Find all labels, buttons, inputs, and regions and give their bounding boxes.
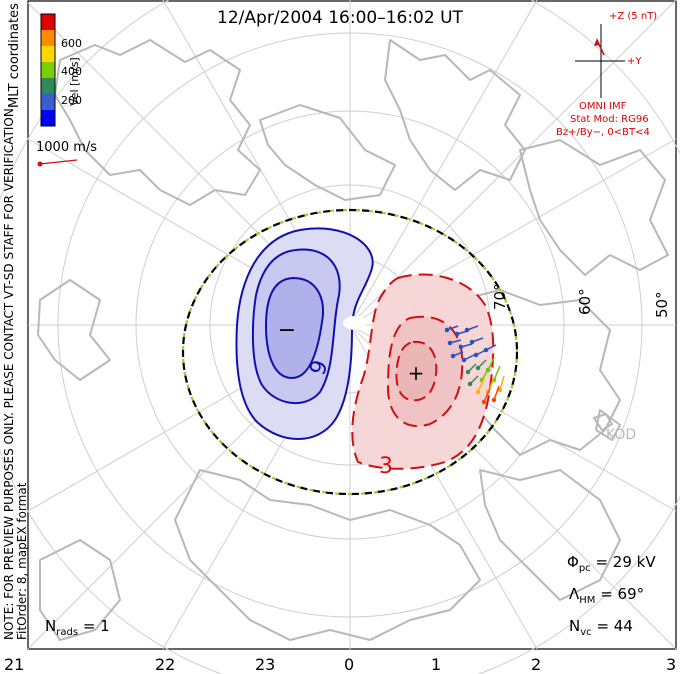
cross-polar-potential: Φpc = 29 kV [567, 553, 656, 574]
velocity-scale-label: 1000 m/s [36, 140, 98, 155]
lat-label-70: 70° [491, 283, 509, 310]
imf-clock-dial [575, 24, 625, 98]
coastlines [37, 39, 669, 641]
neg-potential-marker: − [278, 318, 296, 343]
colorbar-tick-400: 400 [61, 65, 82, 78]
imf-y-label: +Y [627, 56, 642, 67]
lat-label-60: 60° [576, 288, 594, 315]
imf-source: OMNI IMF [579, 101, 627, 112]
coords-label: MLT coordinates [7, 3, 22, 108]
imf-z-label: +Z (5 nT) [609, 11, 658, 22]
colorbar-tick-600: 600 [61, 37, 82, 50]
velocity-vectors [444, 325, 505, 405]
map-title: 12/Apr/2004 16:00–16:02 UT [217, 8, 463, 28]
mlt-label-23: 23 [255, 655, 276, 674]
pole-gap [343, 316, 367, 330]
fit-order-note: FitOrder: 8, mapEX format [15, 482, 29, 640]
pos-contour-inner [395, 340, 438, 402]
hm-boundary-dash [181, 208, 519, 496]
kod-station-marker [592, 412, 614, 432]
radar-count: Nrads = 1 [45, 617, 110, 638]
pos-potential-marker: + [408, 361, 425, 385]
vector-count: Nvc = 44 [569, 617, 633, 638]
mlt-label-22: 22 [155, 655, 176, 674]
velocity-colorbar [40, 13, 56, 127]
site-label-kod: KOD [606, 427, 637, 443]
mlt-label-1: 1 [431, 655, 442, 674]
pos-contour-label: 3 [379, 454, 393, 479]
mlt-label-3: 3 [666, 655, 677, 674]
mlt-label-0: 0 [344, 655, 355, 674]
colorbar-tick-200: 200 [61, 94, 82, 107]
negative-potential-cell [235, 227, 374, 440]
lat-label-50: 50° [653, 291, 671, 318]
preview-note: NOTE: FOR PREVIEW PURPOSES ONLY. PLEASE … [2, 104, 16, 640]
velocity-scale-arrow [37, 159, 78, 167]
hm-boundary-latitude: ΛHM = 69° [569, 585, 645, 606]
imf-stat-model: Stat Mod: RG96 [570, 114, 649, 125]
mlt-label-2: 2 [531, 655, 542, 674]
neg-contour-inner [264, 276, 324, 380]
imf-condition: Bz+/By−, 0<BT<4 [556, 127, 650, 138]
mlt-label-21: 21 [4, 655, 25, 674]
